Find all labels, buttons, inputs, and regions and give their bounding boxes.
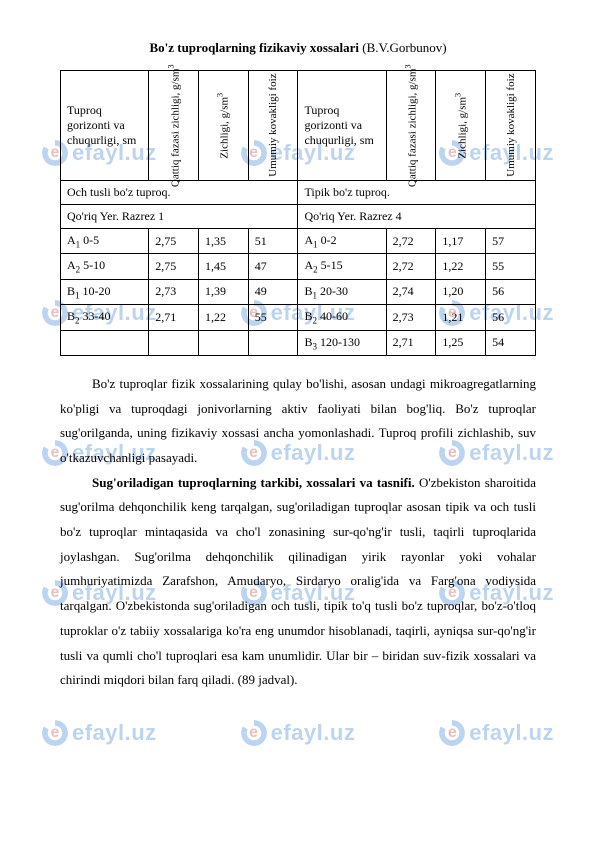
- body-text: Bo'z tuproqlar fizik xossalarining qulay…: [60, 372, 536, 693]
- col-header-density1-left: Qattiq fazasi zichligi, g/sm3: [149, 71, 199, 181]
- cell-density2-left: 1,45: [198, 254, 248, 279]
- cell-porosity-right: 56: [486, 279, 536, 304]
- title-author: (B.V.Gorbunov): [359, 40, 447, 55]
- section-row: Och tusli bo'z tuproq. Tipik bo'z tuproq…: [61, 181, 536, 205]
- cell-porosity-right: 55: [486, 254, 536, 279]
- cell-density1-right: 2,72: [386, 254, 436, 279]
- col-header-porosity-left: Umumiy kovakligi foiz: [248, 71, 298, 181]
- page: Bo'z tuproqlarning fizikaviy xossalari (…: [0, 0, 596, 842]
- cell-horizon-right: B3 120-130: [298, 330, 386, 355]
- cell-horizon-right: A1 0-2: [298, 229, 386, 254]
- cell-density2-left: [198, 330, 248, 355]
- cell-horizon-left: B1 10-20: [61, 279, 149, 304]
- paragraph-2-body: O'zbekiston sharoitida sug'orilma dehqon…: [60, 475, 536, 688]
- col-header-porosity-right: Umumiy kovakligi foiz: [486, 71, 536, 181]
- cell-porosity-right: 54: [486, 330, 536, 355]
- cell-porosity-left: 51: [248, 229, 298, 254]
- col-header-density1-right: Qattiq fazasi zichligi, g/sm3: [386, 71, 436, 181]
- cell-density2-left: 1,22: [198, 305, 248, 330]
- cell-density1-left: 2,75: [149, 254, 199, 279]
- subsection-row: Qo'riq Yer. Razrez 1 Qo'riq Yer. Razrez …: [61, 205, 536, 229]
- subsection-left: Qo'riq Yer. Razrez 1: [61, 205, 298, 229]
- paragraph-2: Sug'oriladigan tuproqlarning tarkibi, xo…: [60, 471, 536, 693]
- table-row: B3 120-1302,711,2554: [61, 330, 536, 355]
- table-row: B2 33-402,711,2255B2 40-602,731,2156: [61, 305, 536, 330]
- cell-density1-left: 2,71: [149, 305, 199, 330]
- cell-horizon-right: B2 40-60: [298, 305, 386, 330]
- cell-horizon-left: A2 5-10: [61, 254, 149, 279]
- cell-density2-left: 1,39: [198, 279, 248, 304]
- cell-density2-left: 1,35: [198, 229, 248, 254]
- cell-density2-right: 1,20: [436, 279, 486, 304]
- cell-density2-right: 1,17: [436, 229, 486, 254]
- table-header-row: Tuproq gorizonti va chuqurligi, sm Qatti…: [61, 71, 536, 181]
- cell-density2-right: 1,25: [436, 330, 486, 355]
- cell-porosity-right: 56: [486, 305, 536, 330]
- col-header-horizon-left: Tuproq gorizonti va chuqurligi, sm: [61, 71, 149, 181]
- col-header-density2-right: Zichligi, g/sm3: [436, 71, 486, 181]
- cell-density1-right: 2,71: [386, 330, 436, 355]
- cell-horizon-left: A1 0-5: [61, 229, 149, 254]
- cell-horizon-right: A2 5-15: [298, 254, 386, 279]
- table-row: A1 0-52,751,3551A1 0-22,721,1757: [61, 229, 536, 254]
- cell-porosity-left: 47: [248, 254, 298, 279]
- cell-porosity-left: [248, 330, 298, 355]
- properties-table: Tuproq gorizonti va chuqurligi, sm Qatti…: [60, 70, 536, 356]
- cell-density2-right: 1,21: [436, 305, 486, 330]
- col-header-horizon-right: Tuproq gorizonti va chuqurligi, sm: [298, 71, 386, 181]
- cell-horizon-right: B1 20-30: [298, 279, 386, 304]
- table-row: B1 10-202,731,3949B1 20-302,741,2056: [61, 279, 536, 304]
- cell-porosity-left: 49: [248, 279, 298, 304]
- cell-density1-left: 2,75: [149, 229, 199, 254]
- cell-density1-right: 2,72: [386, 229, 436, 254]
- cell-porosity-right: 57: [486, 229, 536, 254]
- paragraph-1: Bo'z tuproqlar fizik xossalarining qulay…: [60, 372, 536, 471]
- cell-density1-left: [149, 330, 199, 355]
- cell-density1-right: 2,74: [386, 279, 436, 304]
- cell-horizon-left: [61, 330, 149, 355]
- cell-density2-right: 1,22: [436, 254, 486, 279]
- cell-density1-left: 2,73: [149, 279, 199, 304]
- paragraph-2-heading: Sug'oriladigan tuproqlarning tarkibi, xo…: [92, 475, 415, 490]
- subsection-right: Qo'riq Yer. Razrez 4: [298, 205, 536, 229]
- cell-horizon-left: B2 33-40: [61, 305, 149, 330]
- col-header-density2-left: Zichligi, g/sm3: [198, 71, 248, 181]
- title-bold: Bo'z tuproqlarning fizikaviy xossalari: [149, 40, 359, 55]
- table-row: A2 5-102,751,4547A2 5-152,721,2255: [61, 254, 536, 279]
- table-title: Bo'z tuproqlarning fizikaviy xossalari (…: [60, 40, 536, 56]
- cell-porosity-left: 55: [248, 305, 298, 330]
- cell-density1-right: 2,73: [386, 305, 436, 330]
